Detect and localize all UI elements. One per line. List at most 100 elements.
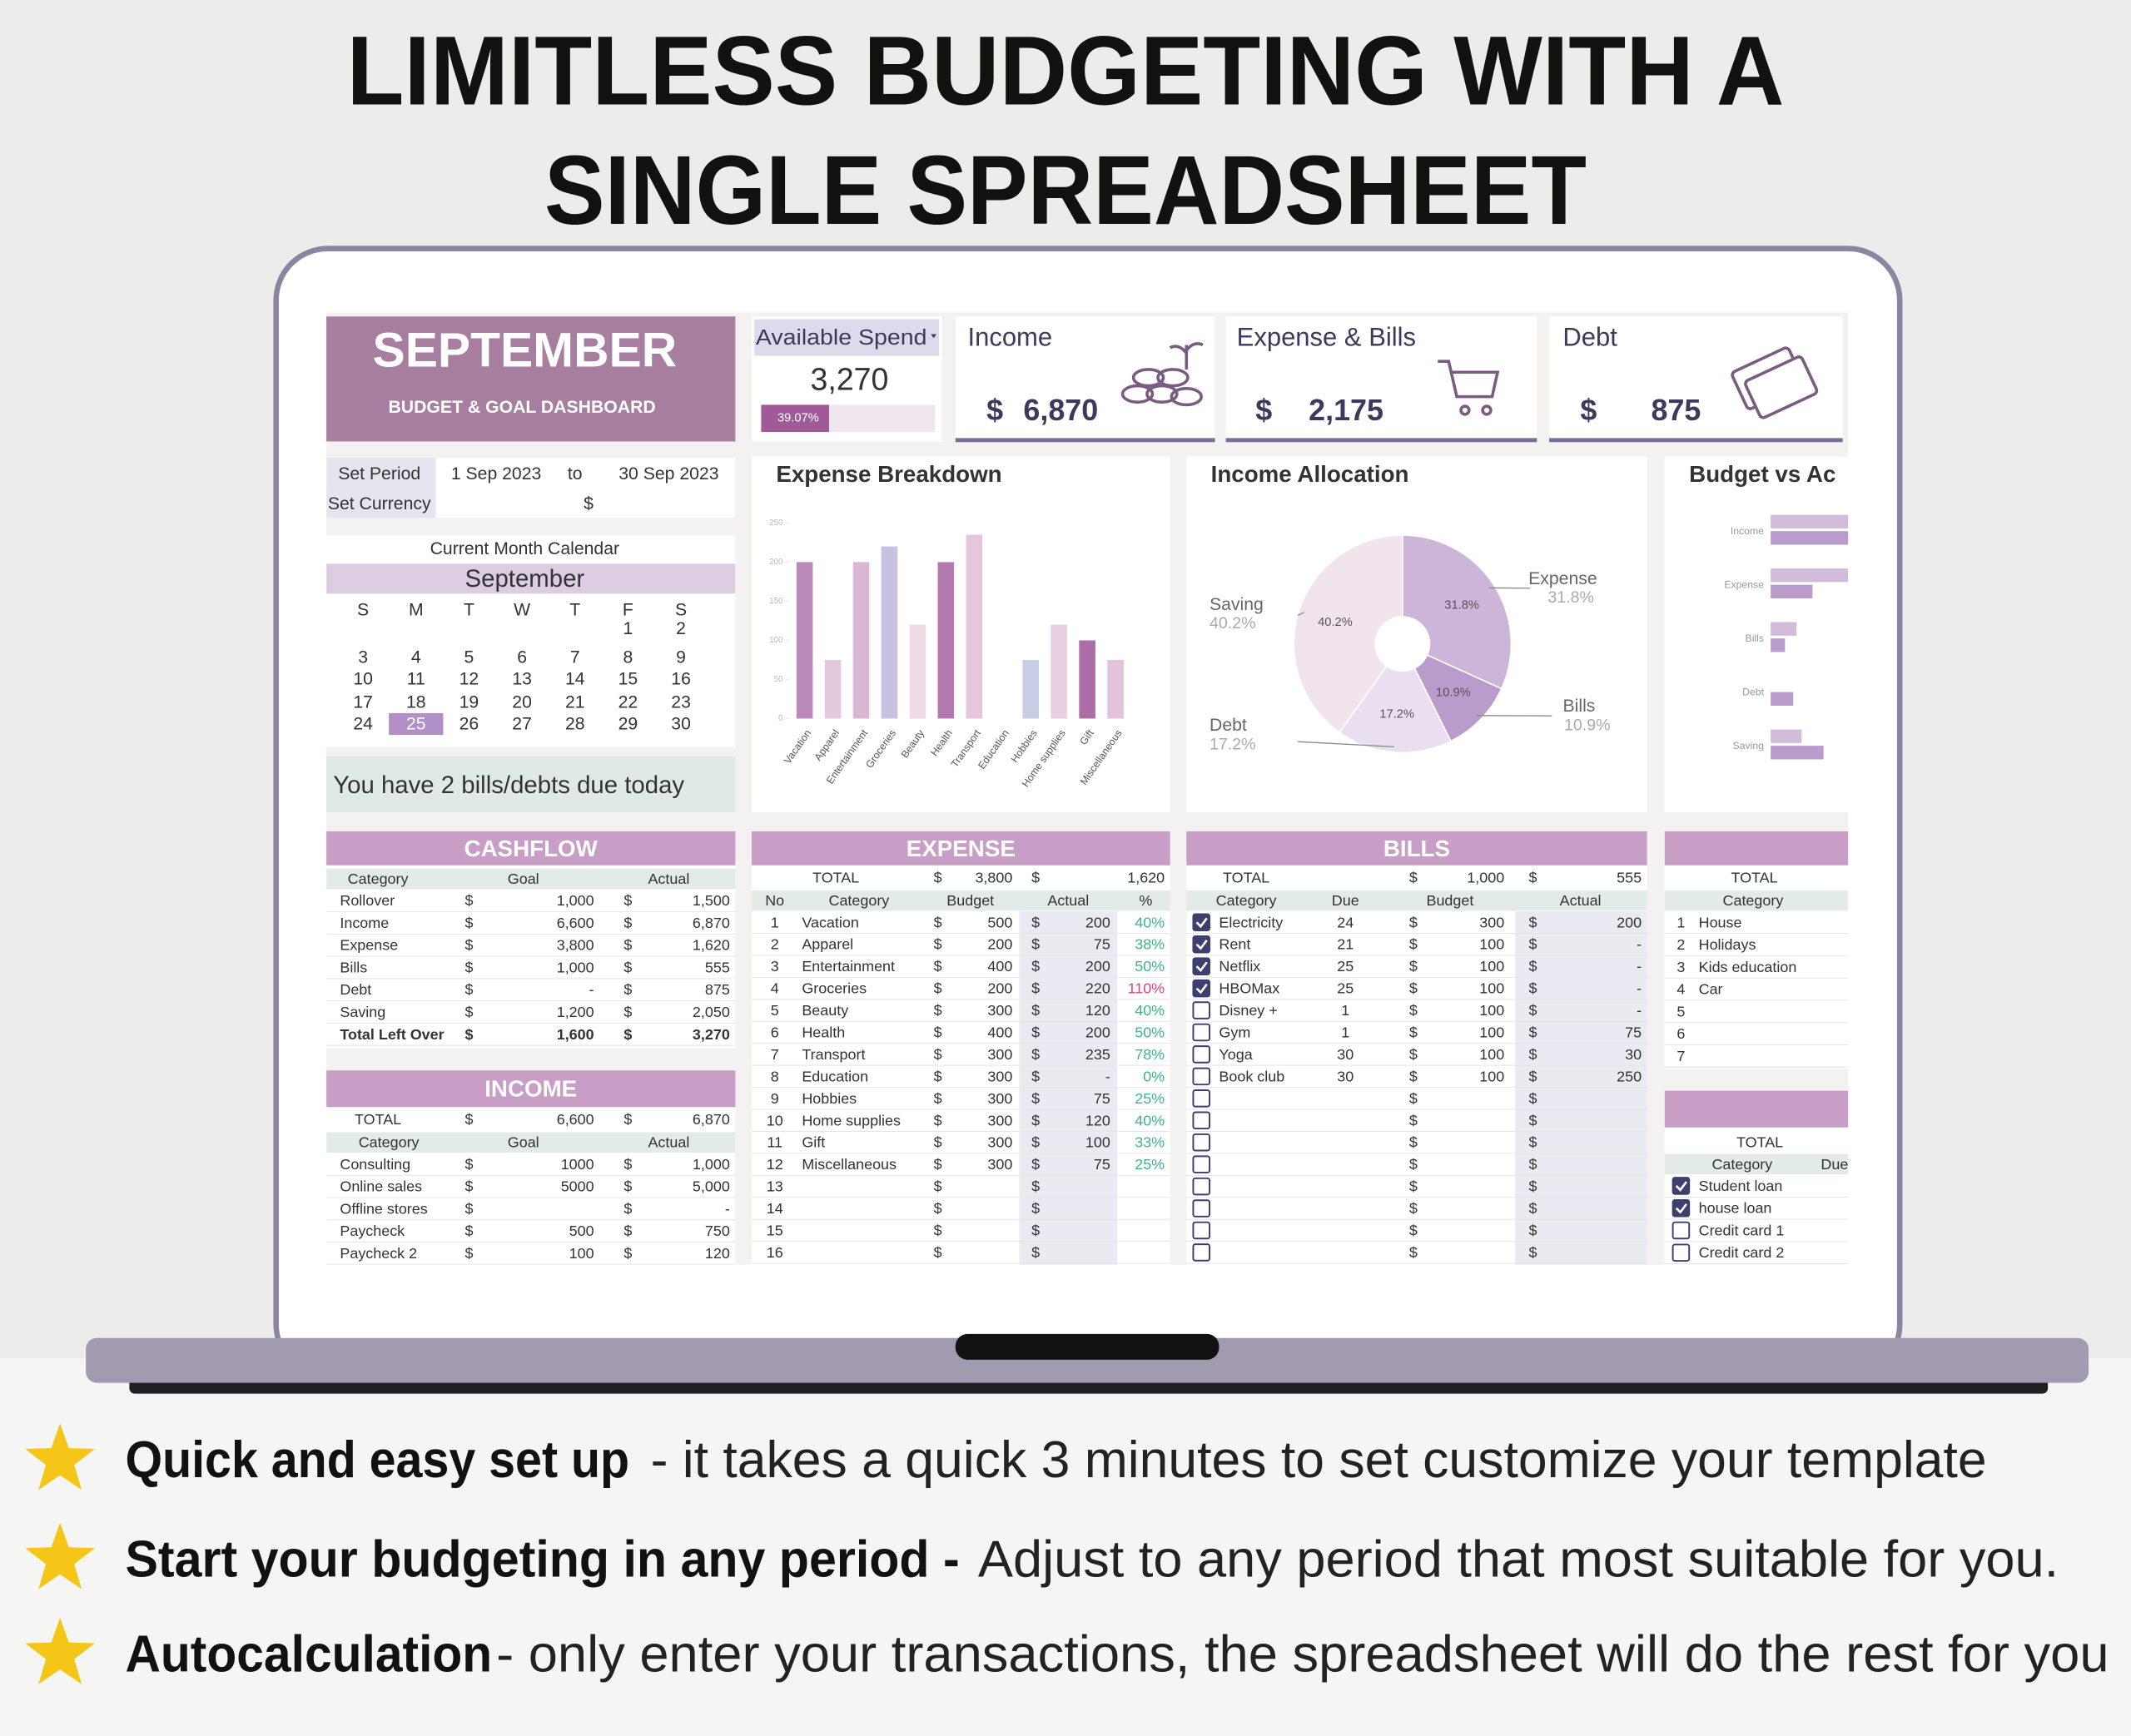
table-cell: $ — [464, 959, 473, 975]
bar — [909, 624, 926, 719]
coin — [1131, 368, 1165, 388]
bar — [824, 659, 842, 719]
table-cell: Gift — [802, 1134, 825, 1151]
table-cell: $ — [1409, 1134, 1418, 1151]
column-header-bg — [1664, 1153, 1849, 1175]
table-cell: Apparel — [802, 936, 853, 953]
table-cell: Disney + — [1219, 1002, 1277, 1019]
table-cell: $ — [464, 915, 473, 931]
table-cell: $ — [934, 1112, 942, 1128]
table-cell: $ — [1031, 1068, 1040, 1084]
table-cell: 100 — [1479, 958, 1504, 975]
table-cell: $ — [1409, 1068, 1418, 1084]
chart-title: Expense Breakdown — [776, 461, 1001, 487]
table-cell: 75 — [1625, 1024, 1642, 1041]
feature-bold: Autocalculation — [125, 1626, 492, 1684]
due-notice: You have 2 bills/debts due today — [333, 771, 684, 799]
table-cell: 120 — [705, 1245, 730, 1262]
table-title-bg — [751, 831, 1170, 866]
table-cell: $ — [934, 914, 942, 930]
pie-slice — [1413, 654, 1503, 742]
y-tick-label: 100 — [769, 636, 783, 645]
table-cell: $ — [1528, 1090, 1537, 1107]
checkbox — [1192, 1177, 1210, 1196]
table-cell: $ — [464, 1200, 473, 1217]
y-tick-label: Bills — [1746, 632, 1764, 644]
table-cell: Netflix — [1219, 958, 1260, 975]
table-cell: 300 — [987, 1046, 1012, 1063]
table-cell: 1,600 — [557, 1026, 594, 1043]
table-cell: $ — [1031, 980, 1040, 997]
weekday: T — [569, 600, 580, 619]
total-cell: TOTAL — [1223, 869, 1269, 885]
table-cell: $ — [1031, 1024, 1040, 1041]
wheel — [1459, 404, 1471, 416]
table-cell: Student loan — [1699, 1178, 1783, 1194]
checkbox — [1192, 1221, 1210, 1240]
table-cell: 3 — [771, 958, 779, 975]
table-cell: $ — [934, 1134, 942, 1151]
kpi-value: 2,175 — [1309, 394, 1383, 427]
total-cell: TOTAL — [1731, 869, 1777, 885]
table-cell: $ — [464, 1178, 473, 1195]
calendar-day: 10 — [353, 670, 373, 689]
table-cell: Offline stores — [340, 1200, 427, 1217]
calendar-day: 28 — [565, 714, 585, 733]
table-cell: $ — [1528, 1112, 1537, 1128]
bar — [1051, 624, 1067, 719]
table-cell: $ — [1409, 1002, 1418, 1019]
bar — [852, 562, 870, 719]
table-cell: 25 — [1337, 980, 1354, 997]
y-tick-label: 200 — [769, 558, 783, 567]
table-cell: 750 — [705, 1223, 730, 1239]
table-cell: $ — [464, 1026, 473, 1043]
table-cell: 1,000 — [693, 1156, 730, 1173]
table-cell: Entertainment — [802, 958, 895, 975]
table-cell: - — [725, 1200, 730, 1217]
pie-slice — [1293, 534, 1403, 734]
total-cell: 3,800 — [975, 869, 1012, 885]
table-cell: 6 — [771, 1024, 779, 1041]
table-cell: 1 — [1341, 1024, 1349, 1041]
checkbox — [1192, 1199, 1210, 1218]
calendar-day: 20 — [512, 692, 532, 712]
table-cell: 200 — [1085, 1024, 1110, 1041]
table-cell: Total Left Over — [340, 1026, 444, 1043]
table-cell: $ — [934, 936, 942, 953]
table-cell: $ — [934, 1068, 942, 1084]
table-cell: 15 — [767, 1222, 783, 1238]
table-cell: 24 — [1337, 914, 1354, 930]
bar — [1771, 729, 1802, 743]
table-cell: $ — [623, 937, 632, 954]
table-cell: $ — [1031, 1090, 1040, 1107]
table-cell: $ — [934, 1156, 942, 1173]
table-cell: 235 — [1085, 1046, 1110, 1063]
calendar-day: 11 — [407, 670, 425, 689]
table-cell: 200 — [1617, 914, 1642, 930]
kpi-value: 875 — [1651, 394, 1701, 427]
bar — [881, 546, 898, 719]
checkbox — [1192, 1045, 1210, 1064]
table-cell: $ — [1031, 1178, 1040, 1195]
checkmark — [1675, 1203, 1687, 1214]
bar — [1771, 584, 1813, 599]
bar — [1771, 531, 1849, 545]
slice-label: 31.8% — [1444, 599, 1479, 613]
calendar-day: 30 — [671, 714, 691, 733]
period-label-bg — [326, 458, 435, 491]
calendar-day: 14 — [565, 670, 585, 689]
table-cell: $ — [623, 1200, 632, 1217]
table-cell: Credit card 1 — [1699, 1222, 1785, 1238]
month-box — [326, 316, 736, 442]
calendar-day: 12 — [459, 670, 479, 689]
column-header: Due — [1821, 1156, 1848, 1173]
table-cell: $ — [1031, 1244, 1040, 1261]
column-header-bg — [1664, 890, 1849, 911]
checkbox — [1672, 1177, 1691, 1195]
icon — [1731, 346, 1819, 419]
table-cell: Home supplies — [802, 1112, 901, 1128]
table-cell: 300 — [987, 1112, 1012, 1128]
total-cell: 555 — [1617, 869, 1642, 885]
table-cell: $ — [1409, 1156, 1418, 1173]
